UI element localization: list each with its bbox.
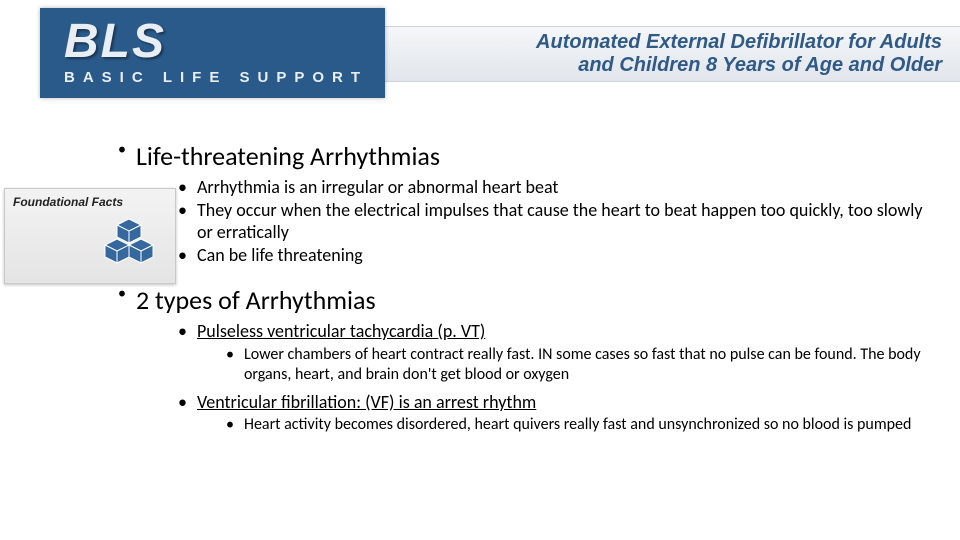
section1-items: •Arrhythmia is an irregular or abnormal … [0,176,940,266]
bullet-list-lvl1: • Life-threatening Arrhythmias •Arrhythm… [0,140,940,435]
section2-items-b: •Ventricular fibrillation: (VF) is an ar… [0,391,940,414]
list-item: •Lower chambers of heart contract really… [0,345,940,385]
bls-logo: BLS BASIC LIFE SUPPORT [40,8,385,98]
list-item: •Pulseless ventricular tachycardia (p. V… [0,320,940,343]
bls-logo-main: BLS [64,20,385,63]
section-life-threatening: • Life-threatening Arrhythmias •Arrhythm… [0,140,940,266]
section-two-types: • 2 types of Arrhythmias •Pulseless vent… [0,284,940,435]
sub1-heading: Pulseless ventricular tachycardia (p. VT… [197,320,940,343]
sub2-detail-list: •Heart activity becomes disordered, hear… [0,415,940,435]
header-title-bar: Automated External Defibrillator for Adu… [385,26,960,82]
sub1-detail-list: •Lower chambers of heart contract really… [0,345,940,385]
header-banner: BLS BASIC LIFE SUPPORT Automated Externa… [40,8,960,98]
section1-title: Life-threatening Arrhythmias [136,140,440,172]
bls-logo-subtitle: BASIC LIFE SUPPORT [64,69,385,86]
list-item: •Ventricular fibrillation: (VF) is an ar… [0,391,940,414]
sub1-detail: Lower chambers of heart contract really … [244,345,940,385]
list-item: •They occur when the electrical impulses… [0,199,940,244]
list-item: •Heart activity becomes disordered, hear… [0,415,940,435]
section2-items: •Pulseless ventricular tachycardia (p. V… [0,320,940,343]
header-title-line1: Automated External Defibrillator for Adu… [536,31,942,53]
list-item: •Arrhythmia is an irregular or abnormal … [0,176,940,199]
list-item: •Can be life threatening [0,244,940,267]
sub2-heading: Ventricular fibrillation: (VF) is an arr… [197,391,940,414]
sub2-detail: Heart activity becomes disordered, heart… [244,415,940,435]
slide-content: • Life-threatening Arrhythmias •Arrhythm… [0,140,940,453]
bullet-icon: • [118,140,126,159]
header-title: Automated External Defibrillator for Adu… [536,31,942,77]
section2-title: 2 types of Arrhythmias [136,284,376,316]
bullet-icon: • [118,284,126,303]
header-title-line2: and Children 8 Years of Age and Older [578,54,942,76]
